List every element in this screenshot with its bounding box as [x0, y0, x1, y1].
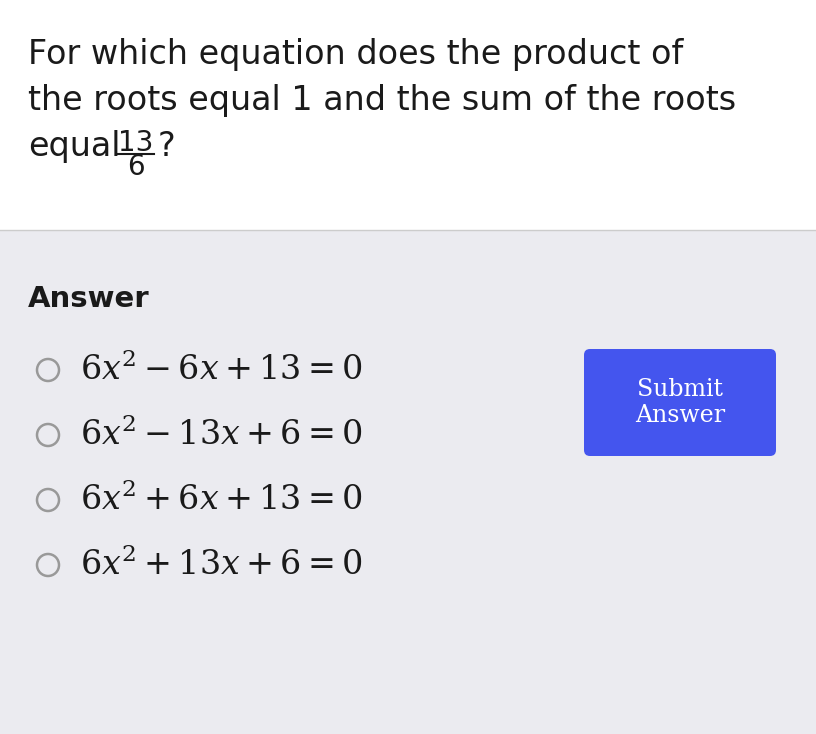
FancyBboxPatch shape: [0, 230, 816, 734]
Text: ?: ?: [158, 130, 175, 163]
FancyBboxPatch shape: [0, 0, 816, 230]
Text: 6: 6: [127, 153, 144, 181]
Text: For which equation does the product of: For which equation does the product of: [28, 38, 683, 71]
Text: $6x^2 + 13x + 6 = 0$: $6x^2 + 13x + 6 = 0$: [80, 548, 363, 582]
Text: the roots equal 1 and the sum of the roots: the roots equal 1 and the sum of the roo…: [28, 84, 736, 117]
FancyBboxPatch shape: [584, 349, 776, 456]
Text: $6x^2 - 6x + 13 = 0$: $6x^2 - 6x + 13 = 0$: [80, 353, 363, 387]
Text: equal: equal: [28, 130, 121, 163]
Text: $6x^2 - 13x + 6 = 0$: $6x^2 - 13x + 6 = 0$: [80, 418, 363, 452]
Text: Submit: Submit: [637, 378, 723, 401]
Text: $6x^2 + 6x + 13 = 0$: $6x^2 + 6x + 13 = 0$: [80, 483, 363, 517]
Text: Answer: Answer: [28, 285, 149, 313]
Text: Answer: Answer: [635, 404, 725, 427]
Text: 13: 13: [118, 129, 153, 157]
